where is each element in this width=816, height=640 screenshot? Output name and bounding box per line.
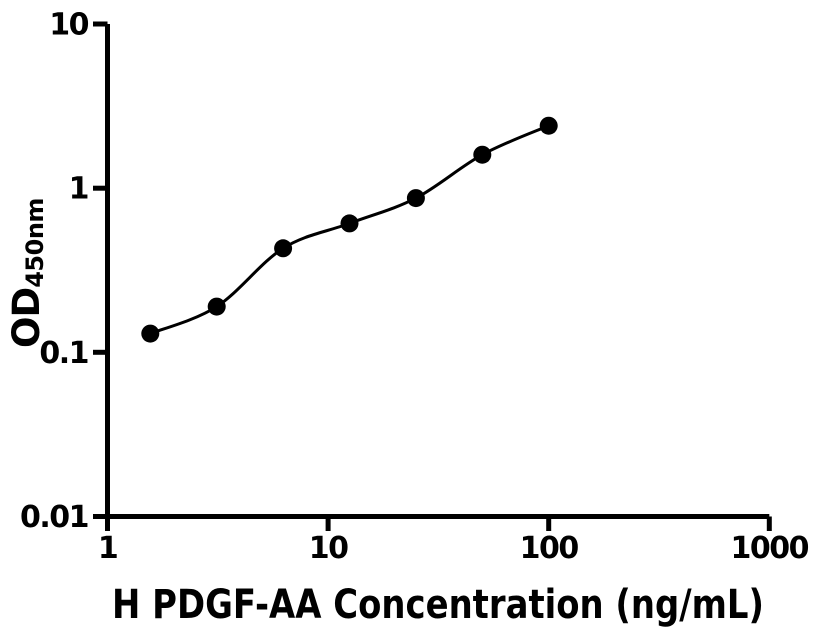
- x-axis-title: H PDGF-AA Concentration (ng/mL): [112, 582, 764, 628]
- data-point: [406, 189, 425, 208]
- y-tick-label: 1: [69, 172, 88, 207]
- data-series-layer: [141, 116, 558, 343]
- data-point: [207, 297, 226, 316]
- y-tick-label: 0.01: [20, 500, 88, 535]
- data-point: [539, 116, 558, 135]
- x-tick-label: 10: [309, 531, 348, 566]
- axes-layer: 1 10 100 1000 0.01 0.1 1 10: [20, 8, 810, 567]
- y-tick-label: 10: [49, 8, 88, 43]
- y-axis-title-sub-450nm: 450nm: [21, 198, 49, 288]
- y-tick-label: 0.1: [39, 336, 88, 371]
- y-axis-title: OD450nm: [5, 198, 49, 348]
- x-tick-label: 1: [98, 531, 117, 566]
- data-point: [473, 145, 492, 164]
- data-point: [340, 214, 359, 233]
- data-point: [141, 324, 160, 343]
- y-axis-title-main: OD: [5, 288, 48, 348]
- data-point: [274, 239, 293, 258]
- axis-lines: [105, 24, 770, 519]
- x-tick-label: 100: [520, 531, 579, 566]
- x-tick-label: 1000: [731, 531, 809, 566]
